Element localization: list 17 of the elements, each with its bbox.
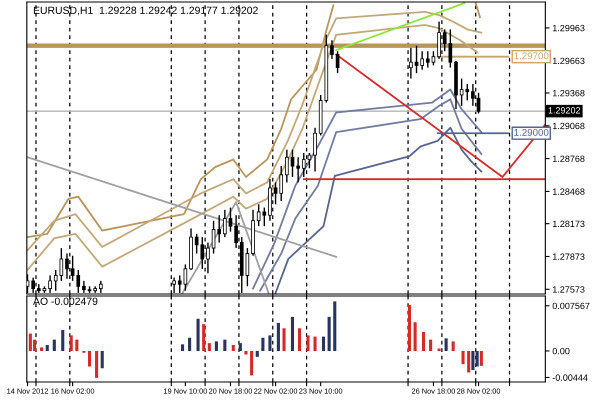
chart-title: EURUSD,H1 1.29228 1.29242 1.29177 1.29202 bbox=[34, 6, 258, 16]
series-label: 1.29000 bbox=[514, 128, 548, 136]
y-tick-label: 1.28173 bbox=[552, 220, 585, 228]
y-tick-label: 1.28768 bbox=[552, 156, 585, 162]
y-tick-label: 1.29963 bbox=[552, 24, 585, 32]
y-tick-label: 1.28468 bbox=[552, 188, 585, 195]
y-tick-label: 0.00 bbox=[552, 348, 570, 354]
y-tick-label: 1.29068 bbox=[552, 122, 585, 130]
y-tick-label: 1.29368 bbox=[552, 90, 585, 96]
y-tick-label: 1.27573 bbox=[552, 286, 585, 293]
chart-title: AO -0.002479 bbox=[33, 298, 98, 305]
y-tick-label: 0.007567 bbox=[552, 302, 590, 310]
y-tick-label: 1.27873 bbox=[552, 253, 585, 260]
ref-line-label: 1.29202 bbox=[548, 107, 580, 114]
y-tick-label: 1.29663 bbox=[552, 58, 585, 64]
y-tick-label: -0.00444 bbox=[552, 374, 588, 381]
series-label: 1.29700 bbox=[514, 52, 548, 60]
